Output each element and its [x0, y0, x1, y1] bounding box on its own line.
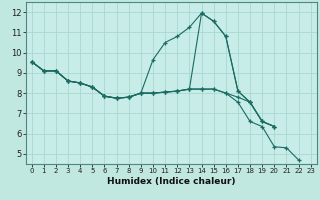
X-axis label: Humidex (Indice chaleur): Humidex (Indice chaleur)	[107, 177, 236, 186]
